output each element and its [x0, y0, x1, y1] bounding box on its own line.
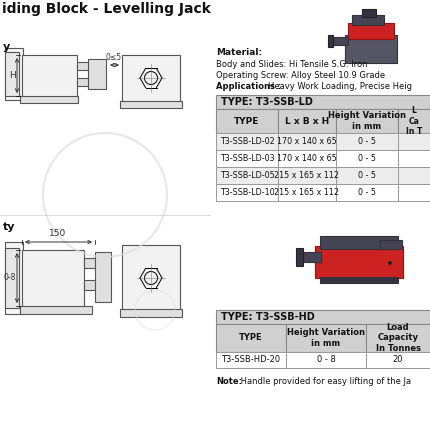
- Bar: [95, 252, 111, 302]
- Bar: [5, 248, 19, 308]
- Text: TYPE: TYPE: [239, 334, 263, 343]
- Bar: [320, 236, 398, 249]
- Bar: [336, 109, 398, 133]
- Text: iding Block - Levelling Jack: iding Block - Levelling Jack: [2, 2, 211, 16]
- Bar: [216, 133, 278, 150]
- Text: TYPE: T3-SSB-HD: TYPE: T3-SSB-HD: [221, 312, 315, 322]
- Bar: [336, 167, 398, 184]
- Text: 0-8: 0-8: [4, 273, 16, 283]
- Bar: [320, 277, 398, 283]
- Text: L
Ca
In T: L Ca In T: [406, 106, 422, 136]
- Bar: [296, 248, 303, 266]
- Bar: [120, 101, 182, 108]
- Text: T3-SSB-LD-02: T3-SSB-LD-02: [220, 137, 274, 146]
- Bar: [120, 309, 182, 317]
- Bar: [348, 23, 394, 39]
- Bar: [398, 184, 430, 201]
- Bar: [352, 15, 384, 25]
- Bar: [20, 96, 78, 103]
- Text: 0 - 5: 0 - 5: [358, 154, 376, 163]
- Text: Height Variation
in mm: Height Variation in mm: [287, 328, 365, 348]
- Bar: [301, 252, 321, 262]
- Bar: [20, 306, 92, 314]
- Bar: [22, 55, 77, 97]
- Bar: [398, 133, 430, 150]
- Bar: [278, 133, 336, 150]
- Bar: [22, 250, 84, 308]
- Text: Note:: Note:: [216, 377, 242, 386]
- Bar: [88, 59, 106, 89]
- Text: 0 - 5: 0 - 5: [358, 171, 376, 180]
- Bar: [216, 109, 278, 133]
- Bar: [286, 352, 366, 368]
- Text: T3-SSB-HD-20: T3-SSB-HD-20: [221, 356, 280, 365]
- Bar: [362, 9, 376, 17]
- Text: Material:: Material:: [216, 48, 262, 57]
- Bar: [84, 280, 96, 290]
- Bar: [345, 35, 397, 63]
- Bar: [398, 150, 430, 167]
- Bar: [216, 95, 430, 109]
- Text: Body and Slides: Hi Tensile S.G. Iron: Body and Slides: Hi Tensile S.G. Iron: [216, 60, 368, 69]
- Text: ty: ty: [3, 222, 15, 232]
- Bar: [278, 109, 336, 133]
- Bar: [366, 324, 430, 352]
- Bar: [216, 310, 430, 324]
- Text: TYPE: T3-SSB-LD: TYPE: T3-SSB-LD: [221, 97, 313, 107]
- Bar: [336, 150, 398, 167]
- Text: 0 - 5: 0 - 5: [358, 137, 376, 146]
- Bar: [216, 324, 286, 352]
- Text: Handle provided for easy lifting of the Ja: Handle provided for easy lifting of the …: [238, 377, 411, 386]
- Text: 170 x 140 x 65: 170 x 140 x 65: [277, 154, 337, 163]
- Bar: [336, 184, 398, 201]
- Text: TYPE: TYPE: [234, 117, 260, 126]
- Text: H: H: [9, 71, 15, 80]
- Text: Operating Screw: Alloy Steel 10.9 Grade: Operating Screw: Alloy Steel 10.9 Grade: [216, 71, 385, 80]
- Bar: [77, 62, 89, 70]
- Bar: [278, 167, 336, 184]
- Bar: [328, 35, 333, 47]
- Bar: [216, 352, 286, 368]
- Bar: [216, 184, 278, 201]
- Text: 215 x 165 x 112: 215 x 165 x 112: [274, 188, 340, 197]
- Text: Height Variation
in mm: Height Variation in mm: [328, 111, 406, 131]
- Text: Load
Capacity
In Tonnes: Load Capacity In Tonnes: [375, 323, 421, 353]
- Text: 170 x 140 x 65: 170 x 140 x 65: [277, 137, 337, 146]
- Text: T3-SSB-LD-10: T3-SSB-LD-10: [220, 188, 274, 197]
- Bar: [5, 242, 23, 314]
- Bar: [216, 150, 278, 167]
- Bar: [398, 167, 430, 184]
- Text: L x B x H: L x B x H: [285, 117, 329, 126]
- Bar: [286, 324, 366, 352]
- Bar: [332, 37, 348, 45]
- Text: 215 x 165 x 112: 215 x 165 x 112: [274, 171, 340, 180]
- Text: T3-SSB-LD-03: T3-SSB-LD-03: [220, 154, 274, 163]
- Bar: [84, 258, 96, 268]
- Bar: [278, 150, 336, 167]
- Text: 20: 20: [393, 356, 403, 365]
- Bar: [366, 352, 430, 368]
- Bar: [315, 246, 403, 278]
- Text: 0≤5: 0≤5: [106, 53, 122, 62]
- Text: 150: 150: [49, 229, 67, 238]
- Bar: [77, 78, 89, 86]
- Text: 0 - 8: 0 - 8: [316, 356, 335, 365]
- Bar: [398, 109, 430, 133]
- Bar: [278, 184, 336, 201]
- Bar: [216, 167, 278, 184]
- Text: T3-SSB-LD-05: T3-SSB-LD-05: [220, 171, 274, 180]
- Text: Heavy Work Loading, Precise Heig: Heavy Work Loading, Precise Heig: [268, 82, 412, 91]
- Bar: [336, 133, 398, 150]
- Text: 0 - 5: 0 - 5: [358, 188, 376, 197]
- Circle shape: [388, 261, 392, 265]
- Text: y: y: [3, 42, 10, 52]
- Text: Applications :: Applications :: [216, 82, 284, 91]
- Bar: [122, 55, 180, 103]
- Bar: [5, 52, 19, 96]
- Bar: [380, 240, 402, 249]
- Bar: [122, 245, 180, 311]
- Bar: [5, 48, 23, 100]
